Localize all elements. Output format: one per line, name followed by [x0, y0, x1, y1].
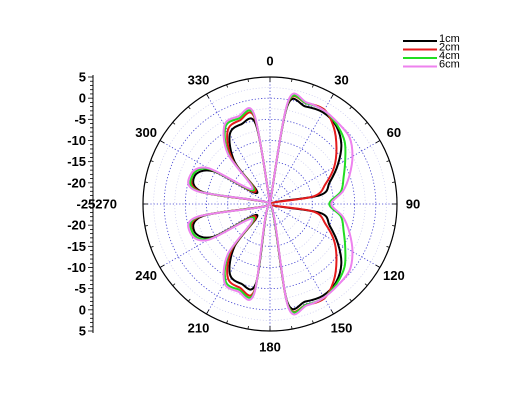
angle-tick [150, 160, 154, 162]
angle-tick [349, 106, 352, 110]
radial-tick-label: -15 [67, 154, 86, 169]
angle-tick [392, 225, 396, 227]
angle-tick [159, 140, 165, 144]
radial-tick-label: -20 [67, 175, 86, 190]
angle-tick [291, 326, 293, 330]
radial-tick-label: 5 [79, 70, 86, 85]
radial-axis: 5 0 -5 -10 -15 -20 -25270 -20 -15 -10 -5 0 5 [67, 70, 117, 339]
legend-label: 6cm [439, 59, 460, 71]
angle-tick [172, 283, 176, 286]
legend-label: 4cm [439, 50, 460, 62]
grid-spoke [269, 140, 381, 205]
angle-tick [247, 78, 249, 82]
angle-tick [159, 264, 165, 268]
angle-label: 300 [135, 125, 157, 140]
grid-spoke [159, 140, 271, 205]
angle-label: 0 [266, 54, 273, 69]
grid-circle-minor [216, 150, 324, 258]
radial-tick-label: 5 [79, 324, 86, 339]
series-line-2cm [190, 95, 338, 313]
angle-tick [330, 93, 334, 99]
grid-circle-minor [174, 108, 366, 300]
angle-label: 330 [188, 73, 210, 88]
angle-tick [226, 320, 228, 324]
grid-spoke [269, 203, 381, 268]
radial-tick-label: -10 [67, 260, 86, 275]
radial-tick-label: -5 [74, 112, 86, 127]
grid-circle [184, 118, 356, 290]
grid-spoke [206, 203, 271, 315]
angle-tick [172, 122, 176, 125]
angle-tick [206, 309, 210, 315]
angle-tick [291, 78, 293, 82]
angle-tick [144, 181, 148, 183]
angle-tick [364, 283, 368, 286]
legend-label: 2cm [439, 42, 460, 54]
angle-label: 150 [331, 320, 353, 335]
radial-tick-label: -15 [67, 239, 86, 254]
radial-tick-label: -25270 [77, 197, 117, 212]
grid-spoke [159, 203, 271, 268]
angle-tick [375, 264, 381, 268]
polar-grid [142, 76, 398, 332]
grid-spoke [206, 93, 271, 205]
angle-label: 180 [259, 340, 281, 355]
angle-tick [386, 160, 390, 162]
legend-label: 1cm [439, 33, 460, 45]
angle-tick [247, 326, 249, 330]
angle-tick [144, 225, 148, 227]
angle-tick [312, 320, 314, 324]
radial-tick-label: 0 [79, 91, 86, 106]
grid-circle [206, 140, 334, 268]
angle-tick [330, 309, 334, 315]
angle-label: 210 [188, 320, 210, 335]
grid-circle [248, 182, 292, 226]
angle-tick [386, 246, 390, 248]
radial-tick-label: -5 [74, 281, 86, 296]
angle-label: 60 [387, 125, 401, 140]
angle-tick [312, 84, 314, 88]
angle-tick [150, 246, 154, 248]
angle-tick [188, 298, 191, 302]
angle-tick-labels: 0 30 60 90 120 150 180 210 240 300 330 [135, 54, 420, 355]
angle-label: 90 [406, 197, 420, 212]
angle-tick [392, 181, 396, 183]
radial-tick-label: 0 [79, 302, 86, 317]
angle-tick [375, 140, 381, 144]
angle-label: 30 [334, 73, 348, 88]
angle-tick [364, 122, 368, 125]
angle-label: 120 [383, 268, 405, 283]
grid-circle-minor [237, 171, 303, 237]
angle-tick [349, 298, 352, 302]
radial-tick-label: -10 [67, 133, 86, 148]
series-lines [187, 92, 354, 316]
angle-tick [226, 84, 228, 88]
angle-tick [206, 93, 210, 99]
angle-tick [188, 106, 191, 110]
radial-tick-label: -20 [67, 218, 86, 233]
series-line-6cm [187, 92, 354, 316]
angle-label: 240 [135, 268, 157, 283]
